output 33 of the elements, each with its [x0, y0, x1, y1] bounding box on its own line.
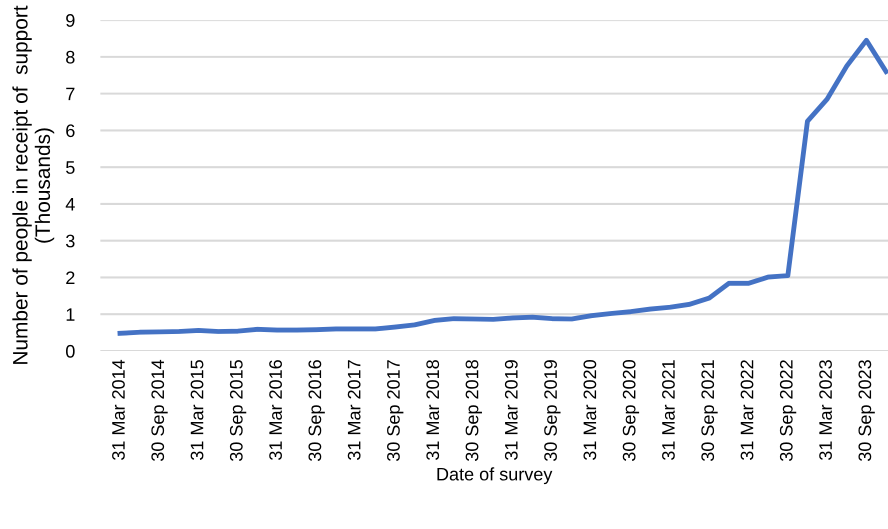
y-axis-title: Number of people in receipt of support (Thousands): [12, 6, 54, 364]
y-tick-label: 8: [66, 50, 75, 64]
y-tick-label: 9: [66, 14, 74, 27]
x-tick-label: 31 Mar 2021: [662, 360, 675, 460]
x-tick-label: 30 Sep 2018: [466, 360, 482, 462]
y-tick-label: 3: [66, 234, 75, 248]
y-tick-label: 1: [66, 308, 74, 321]
x-tick-label: 31 Mar 2015: [190, 360, 204, 460]
y-tick-label: 5: [66, 161, 75, 174]
x-tick-label: 31 Mar 2017: [348, 360, 361, 460]
x-tick-label: 31 Mar 2022: [740, 360, 754, 460]
x-tick-label: 30 Sep 2021: [701, 360, 718, 462]
x-tick-label: 30 Sep 2019: [544, 360, 561, 462]
x-tick-label: 30 Sep 2015: [230, 360, 246, 462]
x-axis-title: Date of survey: [437, 467, 552, 484]
x-tick-label: 30 Sep 2020: [622, 360, 640, 462]
x-tick-label: 31 Mar 2020: [583, 360, 596, 460]
y-tick-label: 7: [66, 88, 74, 100]
x-tick-label: 31 Mar 2019: [504, 360, 518, 460]
x-tick-label: 30 Sep 2017: [387, 360, 404, 462]
x-tick-label: 31 Mar 2014: [112, 360, 125, 460]
y-tick-label: 2: [66, 271, 74, 284]
x-tick-label: 30 Sep 2023: [858, 360, 875, 462]
x-tick-label: 30 Sep 2016: [308, 360, 325, 462]
line-series: [118, 38, 888, 336]
x-tick-label: 30 Sep 2014: [151, 360, 168, 462]
y-tick-label: 0: [66, 344, 75, 358]
y-tick-label: 6: [66, 124, 75, 138]
x-tick-label: 31 Mar 2018: [426, 360, 440, 460]
x-tick-label: 31 Mar 2016: [269, 360, 282, 460]
x-tick-label: 30 Sep 2022: [780, 360, 796, 462]
y-tick-label: 4: [66, 198, 75, 210]
x-tick-label: 31 Mar 2023: [819, 360, 832, 460]
